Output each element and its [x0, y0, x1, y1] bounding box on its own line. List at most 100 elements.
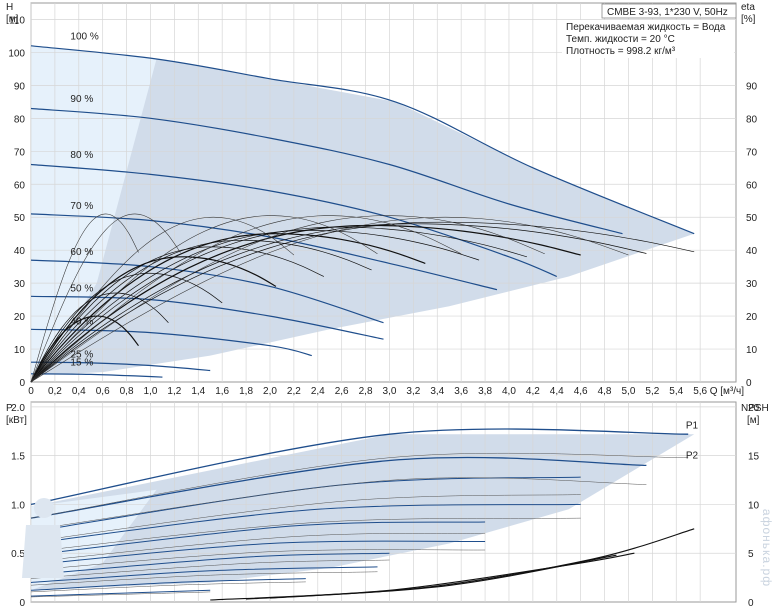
power-curve	[30, 589, 211, 597]
head-curves: 100 % 90 % 80 % 70 % 60 % 50 % 40 % 25 %15 %	[30, 31, 695, 378]
eta-curve	[30, 239, 372, 383]
y-tick-left: 10	[14, 345, 26, 356]
mascot-head	[34, 498, 54, 518]
power-curve	[30, 456, 647, 519]
eta-curve-thin	[30, 213, 181, 383]
y-tick-left: 110	[9, 15, 25, 26]
power-curve	[30, 521, 486, 556]
eta-curve-thin	[30, 216, 295, 383]
curve-label: 70 %	[70, 201, 93, 212]
info-line: Перекачиваемая жидкость = Вода	[566, 22, 726, 33]
curve-label: 40 %	[70, 316, 93, 327]
x-tick-label: 3,0	[383, 386, 397, 397]
power-curve-thin	[30, 581, 306, 593]
power-curve	[30, 552, 390, 576]
eta-curve-thin	[30, 215, 462, 383]
power-curve-thin	[30, 494, 581, 542]
x-tick-label: 4,2	[526, 386, 540, 397]
y-tick-left: 0	[19, 378, 25, 389]
eta-curve	[30, 226, 527, 383]
eta-curve-thin	[30, 216, 629, 383]
npsh-tick-right: 20	[748, 403, 760, 414]
x-tick-label: 0,2	[48, 386, 62, 397]
x-tick-label: 1,0	[144, 386, 158, 397]
x-tick-label: 4,4	[550, 386, 564, 397]
head-curve-15	[30, 373, 163, 378]
y-tick-right: 80	[746, 114, 758, 125]
x-tick-label: 2,8	[359, 386, 373, 397]
p-tick-left: 0.5	[11, 549, 25, 560]
head-curve-50	[30, 295, 384, 340]
y-tick-left: 90	[14, 81, 26, 92]
y-tick-right: 40	[746, 246, 758, 257]
power-curve-thin	[30, 477, 647, 531]
npsh-curves	[210, 528, 695, 601]
power-curve	[30, 540, 486, 566]
head-range-light-wedge	[31, 45, 157, 376]
y-tick-left: 70	[14, 147, 26, 158]
power-range-shading	[31, 434, 695, 591]
power-curve-thin	[30, 559, 390, 579]
y-label-left-1: H	[6, 2, 13, 13]
mascot-body	[22, 525, 64, 578]
p-tick-left: 0	[19, 598, 25, 609]
power-curve-thin	[30, 571, 378, 586]
y-tick-right: 90	[746, 81, 758, 92]
x-tick-label: 1,6	[215, 386, 229, 397]
power-curve	[30, 503, 581, 544]
x-tick-label: 5,2	[645, 386, 659, 397]
power-curve-thin	[30, 532, 486, 562]
info-backdrop	[562, 20, 734, 58]
power-curve	[30, 578, 306, 591]
y-tick-left: 50	[14, 213, 26, 224]
p1-label: P1	[686, 420, 699, 431]
x-tick-label: 2,2	[287, 386, 301, 397]
x-tick-label: 0	[28, 386, 34, 397]
x-tick-label: 2,4	[311, 386, 325, 397]
eta-curve	[30, 221, 695, 383]
title-box-frame	[601, 3, 737, 19]
npsh-tick-right: 5	[748, 549, 754, 560]
y-label-left-2: [м]	[6, 14, 19, 25]
head-curve-60	[30, 259, 384, 324]
head-curve-90	[30, 107, 623, 235]
npsh-label-1: NPSH	[741, 403, 769, 414]
curve-label: 90 %	[70, 94, 93, 105]
power-curve-thin	[30, 517, 581, 552]
x-tick-label: 5,4	[669, 386, 683, 397]
x-tick-label: 3,4	[430, 386, 444, 397]
x-tick-label: 3,8	[478, 386, 492, 397]
eta-curve	[30, 272, 223, 383]
mascot-figure	[22, 498, 64, 578]
x-axis-label: Q [м³/ч]	[710, 386, 745, 397]
title-box-text: CMBE 3-93, 1*230 V, 50Hz	[607, 7, 728, 18]
x-tick-label: 3,6	[454, 386, 468, 397]
info-line: Темп. жидкости = 20 °C	[566, 34, 675, 45]
npsh-tick-right: 10	[748, 500, 760, 511]
head-curve-70	[30, 213, 498, 291]
watermark-text: афонька.рф	[760, 509, 774, 587]
x-tick-label: 1,2	[167, 386, 181, 397]
x-tick-label: 0,6	[96, 386, 110, 397]
y-tick-left: 100	[8, 48, 25, 59]
x-tick-label: 0,4	[72, 386, 86, 397]
y-tick-left: 40	[14, 246, 26, 257]
head-curve-80	[30, 163, 558, 278]
npsh-tick-right: 15	[748, 452, 760, 463]
y-tick-right: 0	[746, 378, 752, 389]
eta-curve	[30, 230, 480, 383]
y-tick-right: 20	[746, 312, 758, 323]
curve-label: 15 %	[70, 358, 93, 369]
eta-curve	[30, 246, 324, 383]
p2-label: P2	[686, 451, 699, 462]
y-tick-right: 10	[746, 345, 758, 356]
power-curves: P1 P2	[30, 420, 699, 598]
x-tick-label: 4,0	[502, 386, 516, 397]
power-curve-thin	[30, 591, 211, 598]
y-label-right-2: [%]	[741, 14, 756, 25]
npsh-tick-right: 0	[748, 598, 754, 609]
y-tick-left: 60	[14, 180, 26, 191]
x-tick-label: 4,6	[574, 386, 588, 397]
